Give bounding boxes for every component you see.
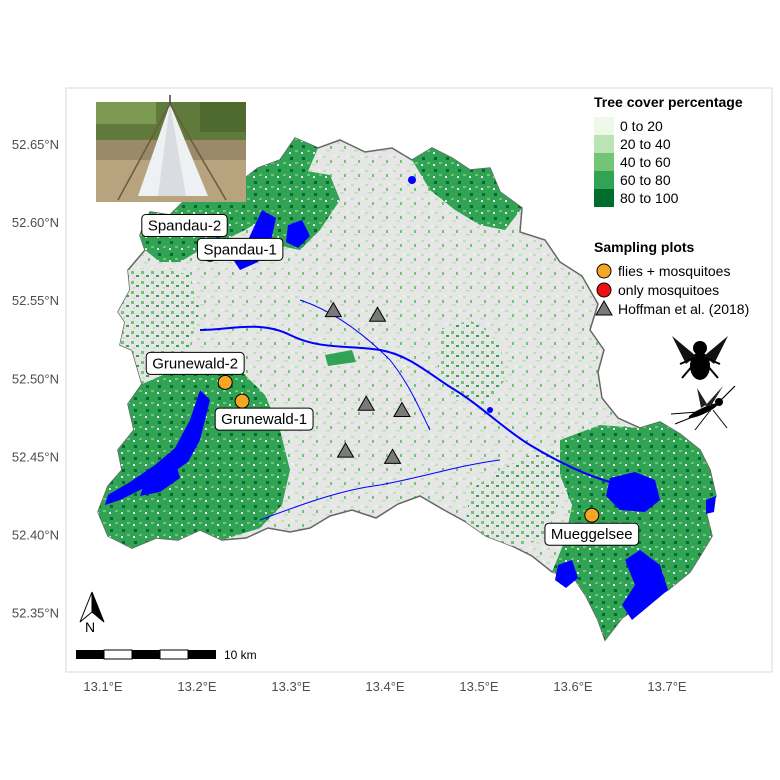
legend-plot-label: flies + mosquitoes [618, 263, 730, 279]
y-tick-label: 52.60°N [12, 215, 59, 230]
sampling-plot-label: Spandau-1 [196, 237, 284, 261]
forest-south-east-sparse [466, 450, 560, 546]
water-bodies [105, 176, 716, 620]
legend-tree-swatch [594, 153, 614, 171]
x-tick-label: 13.5°E [459, 679, 499, 694]
sampling-plot-label-text: Grunewald-2 [152, 355, 238, 372]
legend-tree-swatch [594, 135, 614, 153]
sampling-plot-label-text: Spandau-2 [148, 218, 221, 235]
legend-tree-label: 20 to 40 [620, 136, 671, 152]
mueggelsee [606, 472, 660, 512]
hoffman-site-marker [393, 401, 411, 418]
north-arrow-icon: N [79, 591, 105, 635]
legend-plot-marker [596, 263, 612, 279]
legend-plot-label: only mosquitoes [618, 282, 719, 298]
hoffman-site-marker [357, 395, 376, 411]
sampling-plot-label-box [141, 214, 228, 238]
sampling-plot-marker [234, 393, 250, 409]
scale-bar: 10 km [76, 648, 257, 662]
sampling-plot-label-box [214, 407, 314, 431]
x-tick-label: 13.1°E [83, 679, 123, 694]
x-tick-label: 13.4°E [365, 679, 405, 694]
legend-tree-label: 0 to 20 [620, 118, 663, 134]
legend-tree-swatch [594, 117, 614, 135]
sampling-plot-label-text: Mueggelsee [551, 526, 633, 543]
hoffman-site-marker [383, 448, 402, 464]
hoffman-site-marker [324, 301, 343, 318]
havel-river-grunewald [105, 390, 210, 505]
x-tick-label: 13.6°E [553, 679, 593, 694]
tegeler-see [286, 220, 310, 248]
x-tick-label: 13.3°E [271, 679, 311, 694]
y-tick-label: 52.45°N [12, 449, 59, 464]
fly-silhouette-icon [672, 336, 728, 380]
trap-photo [96, 95, 246, 202]
legend-tree-cover: Tree cover percentage 0 to 20 20 to 40 40 … [594, 94, 743, 207]
sampling-plot-marker [584, 507, 600, 523]
x-tick-label: 13.7°E [647, 679, 687, 694]
hoffman-sites [324, 301, 411, 464]
hoffman-site-marker [368, 306, 387, 322]
sampling-plot-label-text: Spandau-1 [203, 241, 276, 258]
forest-north-east [412, 148, 522, 230]
canal [299, 299, 431, 431]
legend-plot-marker [595, 299, 613, 316]
sampling-plots: Spandau-2 Spandau-1 Grunewald-2 Grunewald-1… [141, 214, 640, 546]
north-arrow-label: N [85, 619, 95, 635]
x-tick-label: 13.2°E [177, 679, 217, 694]
sampling-plot-label-box [544, 522, 640, 546]
forest-tegel [262, 170, 340, 250]
legend-plots-title: Sampling plots [594, 239, 695, 255]
scale-bar-label: 10 km [224, 648, 257, 662]
legend-plot-label: Hoffman et al. (2018) [618, 301, 749, 317]
y-tick-label: 52.35°N [12, 606, 59, 621]
lake-south-east [555, 560, 578, 588]
y-axis-labels: 52.65°N 52.60°N 52.55°N 52.50°N 52.45°N 52.40… [12, 137, 59, 621]
legend-tree-title: Tree cover percentage [594, 94, 743, 110]
y-tick-label: 52.55°N [12, 293, 59, 308]
sampling-plot-label: Grunewald-1 [214, 407, 314, 431]
y-tick-label: 52.50°N [12, 371, 59, 386]
legend-tree-label: 40 to 60 [620, 154, 671, 170]
dahme-river [622, 550, 668, 620]
legend-tree-label: 80 to 100 [620, 190, 679, 206]
forest-central-park [325, 350, 356, 366]
teltow-canal [259, 459, 501, 521]
hoffman-site-marker [336, 442, 355, 458]
sampling-plot-marker [217, 374, 233, 390]
legend-tree-swatch [594, 171, 614, 189]
wannsee [140, 460, 180, 496]
sampling-plot-label: Spandau-2 [141, 214, 228, 238]
sampling-plot-label-box [145, 351, 245, 375]
y-tick-label: 52.40°N [12, 528, 59, 543]
sampling-plot-label-text: Grunewald-1 [221, 411, 307, 428]
lake-small-1 [408, 176, 416, 184]
legend-tree-label: 60 to 80 [620, 172, 671, 188]
x-axis-labels: 13.1°E 13.2°E 13.3°E 13.4°E 13.5°E 13.6°E 13.7… [83, 679, 687, 694]
forest-centre-east [438, 320, 505, 405]
sampling-plot-label: Grunewald-2 [145, 351, 245, 375]
mosquito-silhouette-icon [670, 385, 736, 431]
legend-tree-swatch [594, 189, 614, 207]
lake-small-3 [487, 407, 493, 413]
legend-plot-marker [596, 282, 612, 298]
lake-east-edge [706, 496, 716, 514]
y-tick-label: 52.65°N [12, 137, 59, 152]
sampling-plot-label-box [196, 237, 284, 261]
legend-sampling-plots: Sampling plots flies + mosquitoes only mo… [594, 239, 749, 317]
spree-river [199, 325, 611, 483]
sampling-plot-label: Mueggelsee [544, 522, 640, 546]
